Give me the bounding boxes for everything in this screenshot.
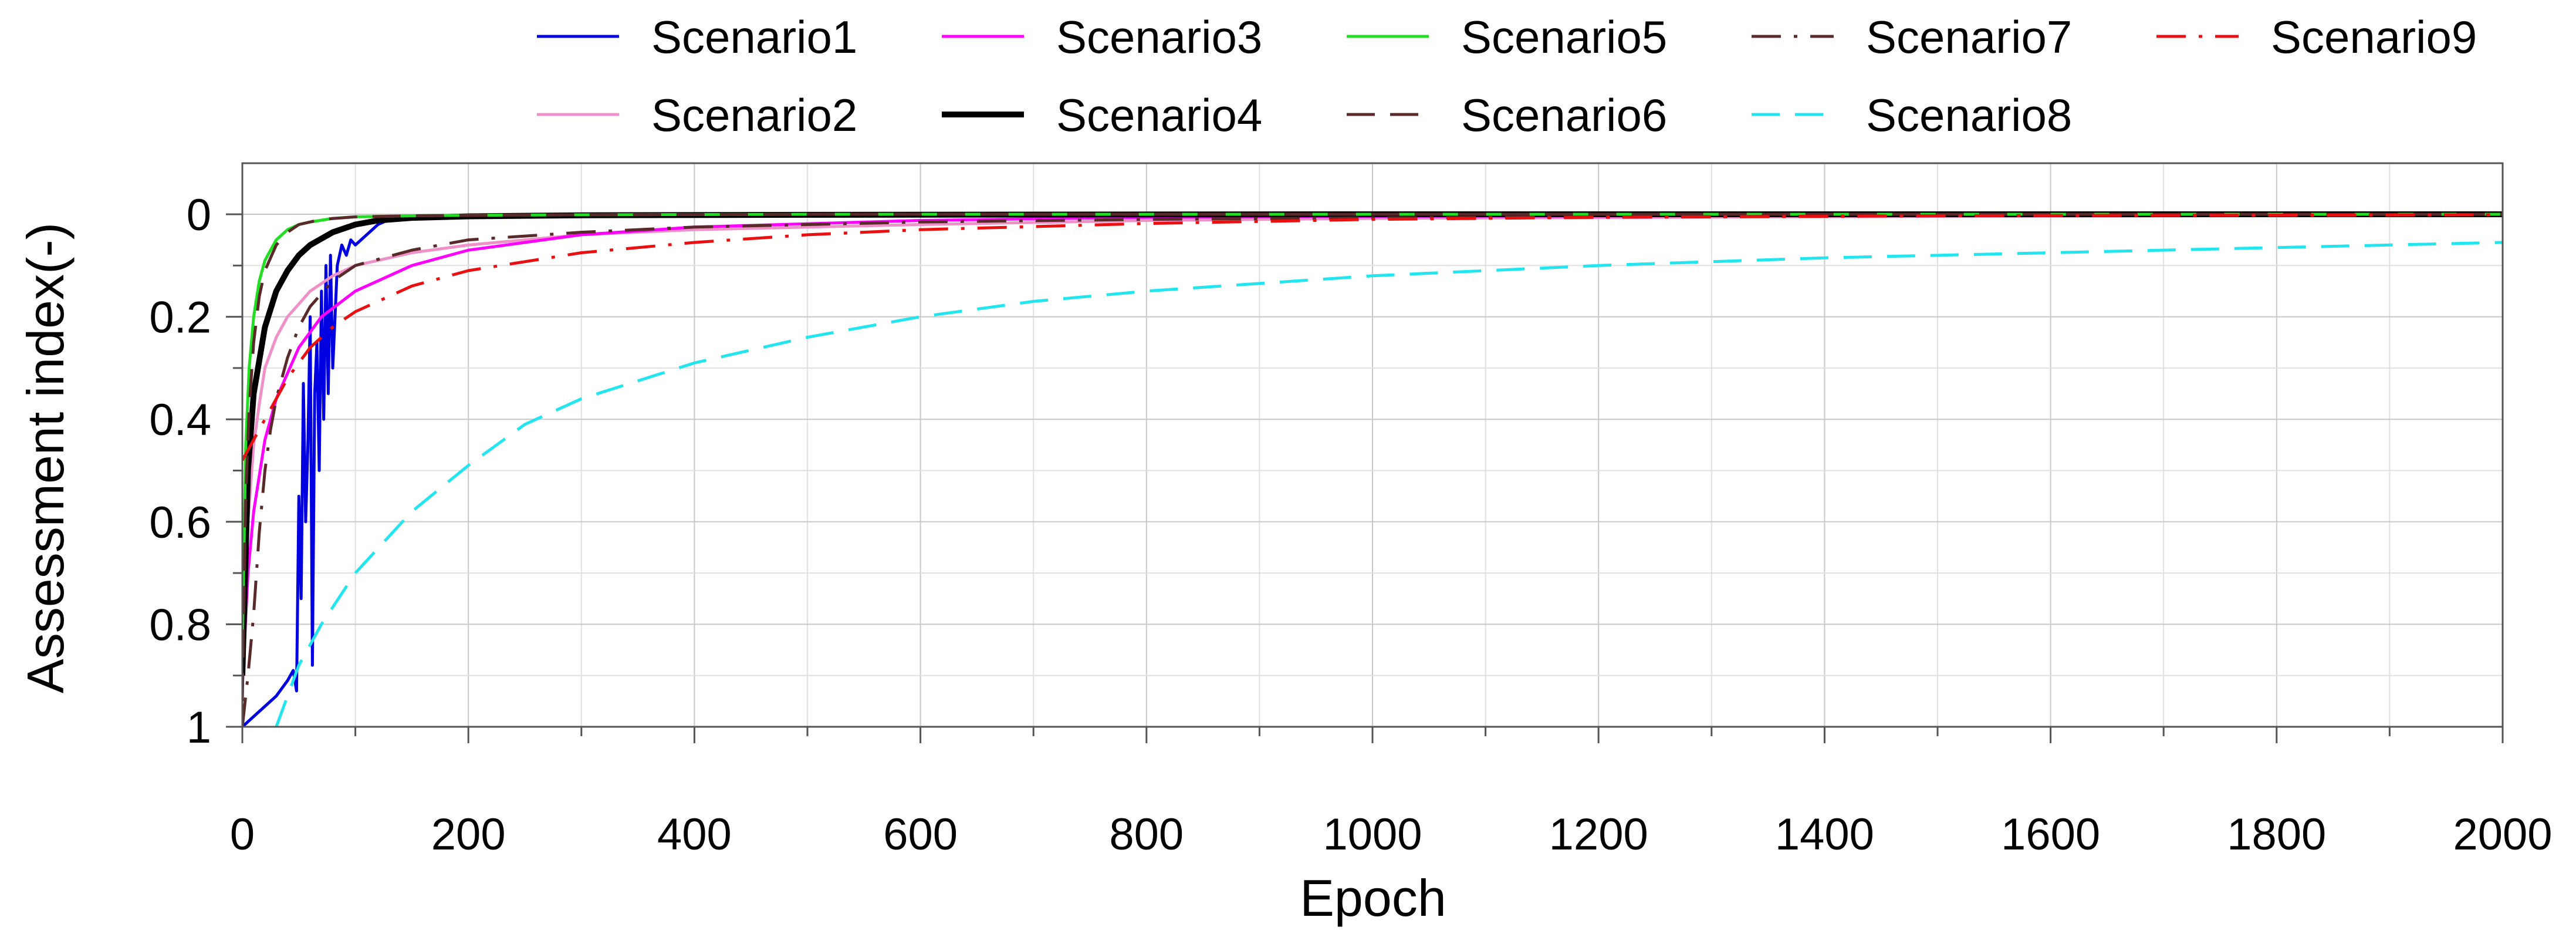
legend-item-scenario9: Scenario9 [2156, 11, 2477, 63]
x-tick-labels: 0 200 400 600 800 1000 1200 1400 1600 1800 2000 [230, 810, 2553, 859]
y-tick-labels: 0 0.2 0.4 0.6 0.8 1 [149, 190, 211, 753]
legend: Scenario1 Scenario3 Scenario5 Scenario7 Scen… [537, 11, 2477, 141]
x-tick-label: 1400 [1775, 810, 1874, 859]
series-line-scenario8 [275, 241, 2503, 727]
y-axis-label: Assessment index(-) [16, 222, 75, 693]
legend-label: Scenario5 [1461, 11, 1667, 63]
x-tick-label: 600 [883, 810, 958, 859]
series-layer [242, 211, 2503, 727]
grid [242, 163, 2503, 727]
y-tick-label: 0.8 [149, 600, 211, 650]
x-tick-label: 1000 [1323, 810, 1422, 859]
x-tick-label: 0 [230, 810, 255, 859]
legend-label: Scenario9 [2271, 11, 2477, 63]
legend-label: Scenario8 [1866, 89, 2072, 141]
axis-ticks [226, 213, 2504, 743]
x-tick-label: 2000 [2453, 810, 2552, 859]
legend-label: Scenario1 [651, 11, 857, 63]
legend-item-scenario8: Scenario8 [1752, 89, 2072, 141]
x-axis-label: Epoch [1300, 869, 1446, 927]
legend-label: Scenario6 [1461, 89, 1667, 141]
x-tick-label: 1600 [2001, 810, 2100, 859]
series-line-scenario6 [242, 213, 2503, 702]
y-tick-label: 0.6 [149, 498, 211, 548]
y-tick-label: 0 [187, 190, 211, 240]
series-line-scenario9 [242, 213, 2503, 461]
legend-label: Scenario4 [1056, 89, 1262, 141]
x-tick-label: 1200 [1549, 810, 1648, 859]
legend-item-scenario6: Scenario6 [1347, 89, 1667, 141]
legend-item-scenario4: Scenario4 [942, 89, 1262, 141]
legend-item-scenario7: Scenario7 [1752, 11, 2072, 63]
legend-item-scenario2: Scenario2 [537, 89, 857, 141]
legend-label: Scenario3 [1056, 11, 1262, 63]
legend-item-scenario5: Scenario5 [1347, 11, 1667, 63]
legend-item-scenario1: Scenario1 [537, 11, 857, 63]
y-tick-label: 0.4 [149, 395, 211, 445]
y-tick-label: 0.2 [149, 293, 211, 343]
x-tick-label: 1800 [2227, 810, 2326, 859]
legend-item-scenario3: Scenario3 [942, 11, 1262, 63]
y-tick-label: 1 [187, 703, 211, 753]
legend-label: Scenario2 [651, 89, 857, 141]
x-tick-label: 800 [1109, 810, 1184, 859]
x-tick-label: 200 [431, 810, 506, 859]
x-tick-label: 400 [657, 810, 732, 859]
legend-label: Scenario7 [1866, 11, 2072, 63]
